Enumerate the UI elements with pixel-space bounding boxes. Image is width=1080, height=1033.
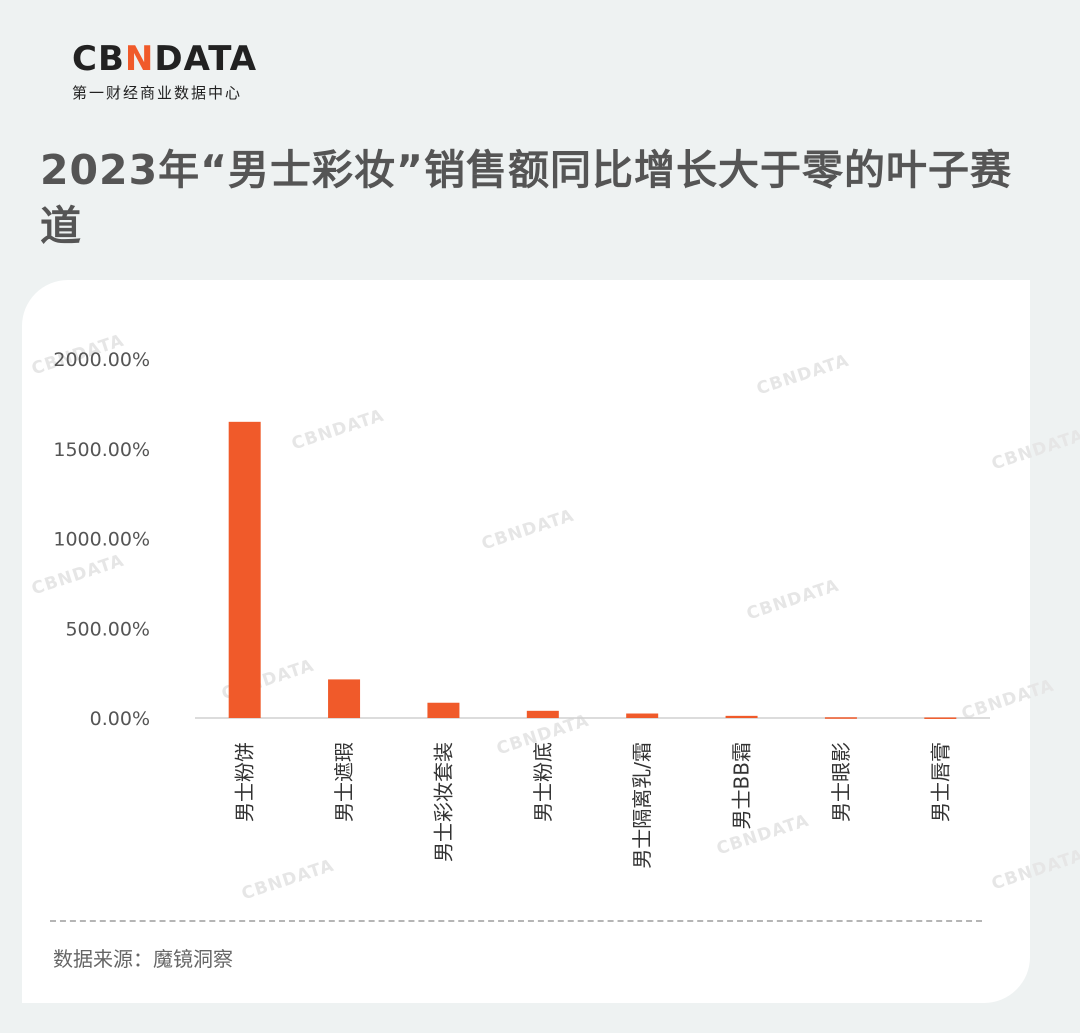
bar [427,702,460,718]
source-note: 数据来源：魔镜洞察 [53,947,233,971]
bar [725,715,758,718]
y-tick-label: 0.00% [90,708,150,730]
logo-subtitle: 第一财经商业数据中心 [72,84,243,102]
x-tick-label: 男士隔离乳/霜 [630,742,654,869]
y-tick-label: 500.00% [65,618,150,640]
y-tick-label: 1500.00% [53,439,150,461]
y-tick-label: 2000.00% [53,349,150,371]
x-tick-label: 男士BB霜 [730,742,754,829]
divider [50,920,982,922]
y-tick-label: 1000.00% [53,529,150,551]
bar [228,421,261,718]
x-tick-label: 男士唇膏 [928,742,952,822]
page-title: 2023年“男士彩妆”销售额同比增长大于零的叶子赛道 [40,146,1013,250]
logo-wordmark: CBNDATA [72,39,258,79]
bar [626,713,659,718]
x-tick-label: 男士粉底 [531,742,555,822]
bar [924,717,957,719]
x-tick-label: 男士遮瑕 [332,742,356,822]
logo: CBNDATA 第一财经商业数据中心 [72,40,257,103]
chart-card [22,280,1030,1003]
x-tick-label: 男士彩妆套装 [431,742,455,862]
bar [824,717,857,719]
x-tick-label: 男士眼影 [829,742,853,822]
bar [328,679,361,718]
x-tick-label: 男士粉饼 [233,742,257,822]
bar [526,710,559,718]
